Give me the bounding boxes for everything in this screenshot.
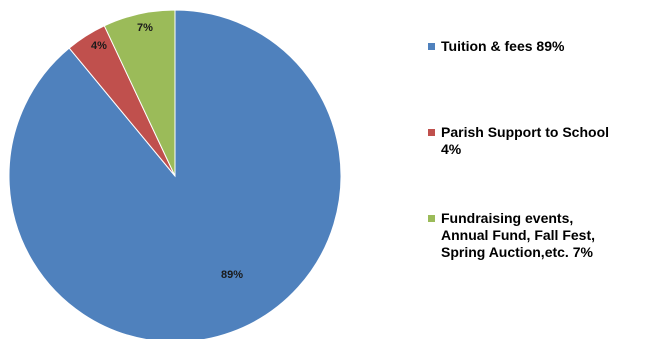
pie-data-label-parish: 4% (91, 40, 107, 52)
pie-slice-tuition (8, 9, 342, 339)
legend-label-parish: Parish Support to School 4% (441, 124, 610, 157)
legend-swatch-parish (428, 129, 435, 136)
legend-label-fundraising: Fundraising events, Annual Fund, Fall Fe… (441, 210, 595, 260)
legend-label-tuition: Tuition & fees 89% (441, 38, 565, 54)
pie-slices (8, 9, 342, 339)
pie-data-label-fundraising: 7% (137, 22, 153, 34)
pie-slice-fundraising (103, 9, 176, 177)
pie-data-label-tuition: 89% (221, 269, 243, 281)
legend-swatch-tuition (428, 43, 435, 50)
legend: Tuition & fees 89% Parish Support to Sch… (428, 0, 661, 339)
legend-swatch-fundraising (428, 215, 435, 222)
pie-data-labels: 89% 4% 7% (91, 22, 243, 281)
